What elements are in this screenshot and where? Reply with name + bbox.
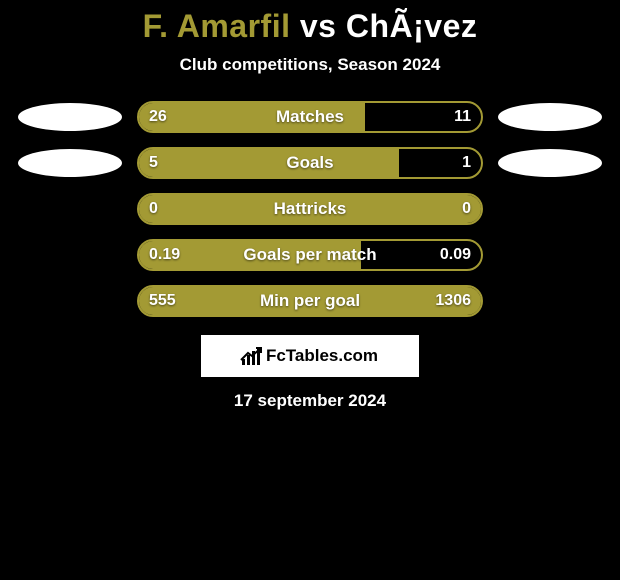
stat-label: Min per goal — [260, 291, 360, 311]
value-left: 0.19 — [149, 246, 180, 264]
date-label: 17 september 2024 — [0, 391, 620, 411]
stat-label: Goals per match — [243, 245, 376, 265]
stat-label: Goals — [286, 153, 333, 173]
left-team-badge — [18, 103, 122, 131]
title-right-player: ChÃ¡vez — [346, 8, 478, 44]
right-team-badge — [498, 149, 602, 177]
value-right: 1 — [462, 154, 471, 172]
root: F. Amarfil vs ChÃ¡vez Club competitions,… — [0, 0, 620, 411]
value-left: 0 — [149, 200, 158, 218]
bar-fill-left — [139, 149, 399, 177]
stat-label: Matches — [276, 107, 344, 127]
stat-bar: 555 1306 Min per goal — [137, 285, 483, 317]
stat-bar: 26 11 Matches — [137, 101, 483, 133]
stat-row: 555 1306 Min per goal — [0, 285, 620, 317]
subtitle: Club competitions, Season 2024 — [0, 55, 620, 75]
value-left: 26 — [149, 108, 167, 126]
value-right: 0.09 — [440, 246, 471, 264]
stat-row: 0.19 0.09 Goals per match — [0, 239, 620, 271]
fctables-logo[interactable]: FcTables.com — [201, 335, 419, 377]
value-right: 1306 — [435, 292, 471, 310]
page-title: F. Amarfil vs ChÃ¡vez — [0, 8, 620, 45]
left-team-badge — [18, 149, 122, 177]
value-left: 555 — [149, 292, 176, 310]
value-right: 11 — [454, 108, 471, 126]
stat-bar: 5 1 Goals — [137, 147, 483, 179]
right-team-badge — [498, 103, 602, 131]
stat-row: 5 1 Goals — [0, 147, 620, 179]
chart-icon — [242, 347, 260, 365]
value-left: 5 — [149, 154, 158, 172]
stat-row: 26 11 Matches — [0, 101, 620, 133]
stats-rows: 26 11 Matches 5 1 Goals 0 0 Hattricks 0.19 0.09 Goa… — [0, 101, 620, 317]
logo-text: FcTables.com — [266, 346, 378, 366]
stat-row: 0 0 Hattricks — [0, 193, 620, 225]
value-right: 0 — [462, 200, 471, 218]
stat-bar: 0.19 0.09 Goals per match — [137, 239, 483, 271]
title-vs: vs — [300, 8, 337, 44]
stat-label: Hattricks — [274, 199, 347, 219]
title-left-player: F. Amarfil — [143, 8, 291, 44]
stat-bar: 0 0 Hattricks — [137, 193, 483, 225]
